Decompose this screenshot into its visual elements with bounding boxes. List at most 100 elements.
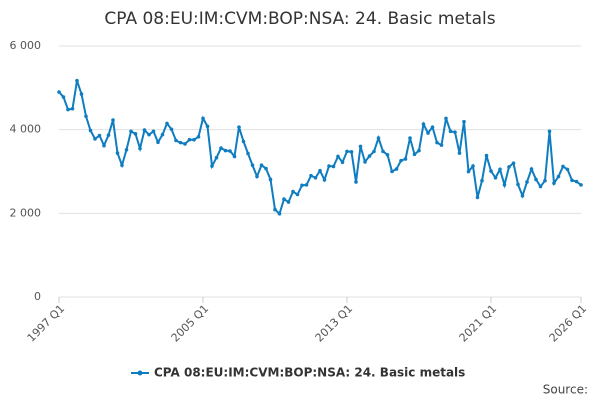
data-point [214,155,219,160]
x-tick-label: 2013 Q1 [313,302,356,345]
data-point [147,132,151,137]
data-point [570,178,574,183]
data-point [399,158,403,163]
data-point [61,95,66,99]
data-point [444,116,448,121]
data-point [223,148,228,153]
x-tick-label: 2026 Q1 [547,302,590,345]
data-point [336,154,340,159]
data-point [498,167,502,172]
data-point [160,132,165,137]
data-point [331,164,336,169]
data-point [273,207,277,212]
data-point [138,146,142,151]
data-point [349,150,354,154]
data-point [75,78,79,83]
data-point [412,152,417,157]
data-point [457,151,462,155]
data-point [183,142,187,146]
data-point [502,183,507,187]
data-point [543,178,547,183]
x-tick-label: 1997 Q1 [25,302,68,345]
data-point [187,137,192,142]
data-point [255,174,259,179]
data-point [264,166,268,171]
data-point [210,164,214,168]
data-point [169,127,174,132]
data-point [106,133,111,137]
data-point [340,160,345,165]
data-point [133,132,138,136]
data-point [178,140,183,145]
data-point [151,129,156,134]
data-point [66,107,70,112]
data-point [403,157,408,161]
data-point [205,124,210,129]
legend-label: CPA 08:EU:IM:CVM:BOP:NSA: 24. Basic meta… [154,366,465,380]
data-point [250,163,255,168]
data-point [268,177,273,182]
data-point [529,167,534,171]
data-point [124,147,129,152]
data-point [556,174,561,179]
legend-marker [137,370,143,376]
data-point [511,161,516,165]
data-point [385,152,390,157]
y-tick-label: 0 [34,290,41,303]
data-point [282,197,286,201]
data-point [111,118,115,122]
data-point [421,122,426,127]
data-point [466,169,471,174]
data-point [174,138,178,143]
source: Source: [543,383,588,397]
data-point [322,178,327,182]
data-point [520,193,525,198]
data-point [291,189,295,194]
data-point [70,106,75,111]
data-point [115,151,120,155]
data-point [394,167,399,171]
data-point [475,195,480,200]
data-point [376,136,381,140]
data-point [538,184,543,189]
data-point [448,129,453,134]
data-point [192,137,196,142]
x-tick-label: 2021 Q1 [457,302,500,345]
data-point [201,116,205,121]
data-point [484,153,489,158]
y-tick-label: 2 000 [10,206,42,219]
data-point [574,179,579,184]
data-point [304,183,309,187]
data-point [435,140,439,145]
data-point [372,149,376,154]
data-point [97,133,102,138]
data-point [327,164,331,168]
data-point [88,128,93,133]
data-point [295,192,300,197]
data-point [471,164,475,168]
data-point [439,143,444,147]
data-point [196,134,201,139]
data-point [426,131,430,135]
data-point [516,182,520,187]
data-point [93,137,97,141]
data-point [246,151,250,156]
data-point [318,168,322,173]
data-point [79,92,84,96]
data-point [390,169,394,174]
data-point [381,149,385,154]
x-tick-label: 2005 Q1 [169,302,212,345]
data-point [430,125,435,129]
data-point [354,180,358,184]
data-point [102,143,106,148]
data-point [309,173,313,178]
data-point [489,169,493,173]
data-point [277,211,282,216]
data-point [142,128,147,132]
data-point [120,163,124,168]
data-point [417,148,421,153]
data-point [241,139,246,144]
data-point [57,90,61,94]
data-point [493,175,498,180]
